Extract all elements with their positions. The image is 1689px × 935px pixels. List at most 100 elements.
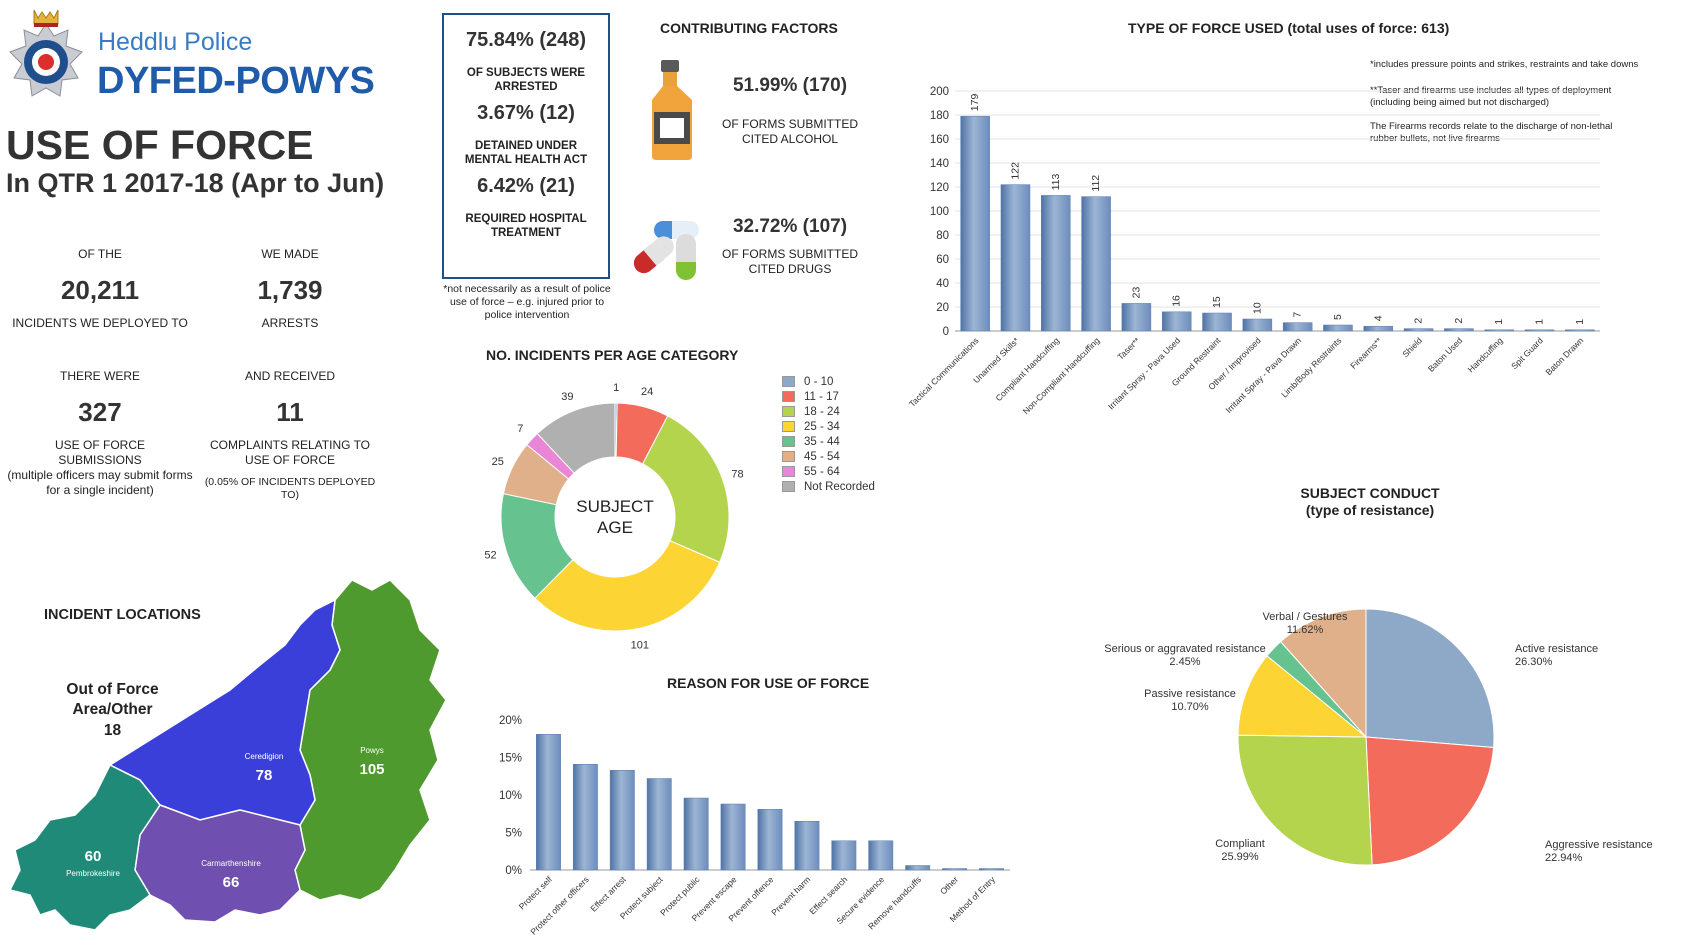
reason-y-tick: 10%	[499, 790, 522, 802]
force-data-label: 179	[969, 94, 981, 112]
force-bar	[1282, 322, 1313, 332]
reason-bar	[905, 865, 931, 871]
force-bar	[1323, 324, 1353, 332]
force-bar	[1363, 325, 1394, 332]
arrested-label: OF SUBJECTS WERE ARRESTED	[466, 67, 586, 93]
age-data-label: 24	[641, 386, 653, 398]
age-legend: 0 - 10 11 - 17 18 - 24 25 - 34 35 - 44 45 - 5…	[782, 374, 875, 494]
logo-line2: DYFED-POWYS	[97, 60, 375, 102]
reason-x-tick: Protect self	[517, 874, 555, 912]
stat-submissions: THERE WERE 327 USE OF FORCE SUBMISSIONS …	[0, 369, 200, 498]
force-chart-title: TYPE OF FORCE USED (total uses of force:…	[1128, 20, 1450, 36]
force-x-tick: Irritant Spray - Pava Drawn	[1224, 335, 1304, 415]
stat-arrests: WE MADE 1,739 ARRESTS	[190, 247, 390, 330]
age-center-label: SUBJECT	[576, 497, 653, 516]
region-value: 78	[256, 767, 273, 784]
age-data-label: 52	[484, 550, 496, 562]
legend-label: 45 - 54	[804, 450, 840, 463]
legend-swatch	[782, 481, 795, 492]
mha-label: DETAINED UNDER MENTAL HEALTH ACT	[464, 140, 588, 166]
stat-pre: AND RECEIVED	[244, 369, 336, 383]
conduct-value: 2.45%	[1169, 656, 1200, 668]
force-x-tick: Shield	[1400, 335, 1424, 359]
reason-x-tick: Effect arrest	[588, 874, 628, 914]
conduct-label: Compliant	[1215, 838, 1265, 850]
force-data-label: 1	[1534, 319, 1546, 325]
arrested-pct: 75.84% (248)	[465, 29, 587, 51]
legend-swatch	[782, 406, 795, 417]
age-slice	[534, 540, 721, 632]
reason-bar	[536, 734, 561, 871]
force-bar-chart: 0 20 40 60 80 100 120 140 160 180 200 179 Tactical C…	[907, 86, 1600, 416]
force-y-tick: 160	[930, 134, 949, 146]
stat-incidents: OF THE 20,211 INCIDENTS WE DEPLOYED TO	[0, 247, 200, 330]
page-subtitle: In QTR 1 2017-18 (Apr to Jun)	[6, 168, 385, 198]
conduct-slice	[1279, 608, 1367, 739]
legend-swatch	[782, 376, 795, 387]
force-bar	[1081, 196, 1111, 332]
conduct-slice	[1237, 734, 1373, 866]
force-y-tick: 180	[930, 110, 949, 122]
reason-bar	[609, 770, 635, 871]
out-of-force-value: 18	[103, 722, 122, 739]
force-bar	[960, 115, 990, 332]
force-y-tick: 40	[936, 278, 949, 290]
reason-bar	[868, 840, 894, 871]
force-data-label: 113	[1050, 174, 1062, 191]
reason-bar	[683, 797, 709, 871]
stat-pre: OF THE	[78, 247, 122, 261]
legend-swatch	[782, 436, 795, 447]
age-data-label: 39	[561, 391, 573, 403]
force-x-tick: Handcuffing	[1466, 335, 1505, 374]
legend-label: 0 - 10	[804, 375, 834, 388]
force-bar	[1524, 329, 1555, 332]
age-data-label: 25	[492, 456, 504, 468]
force-data-label: 5	[1332, 314, 1344, 320]
force-y-tick: 120	[930, 182, 949, 194]
force-bar	[1000, 184, 1031, 332]
age-donut-chart: 1 24 78 101 52 25 7 39 SUBJECT AGE	[484, 382, 743, 650]
region-map: Ceredigion 78 Powys 105 Pembrokeshire 60…	[8, 579, 447, 931]
conduct-chart-title-2: (type of resistance)	[1305, 502, 1435, 518]
bottle-icon	[652, 60, 692, 160]
alcohol-label: OF FORMS SUBMITTED CITED ALCOHOL	[722, 117, 858, 146]
force-y-tick: 100	[930, 206, 949, 218]
legend-label: 11 - 17	[804, 390, 839, 403]
legend-label: Not Recorded	[804, 480, 875, 493]
region-label: Powys	[360, 746, 384, 755]
force-data-label: 122	[1009, 162, 1021, 180]
force-bar	[1202, 312, 1232, 332]
force-bar	[1565, 329, 1595, 332]
reason-y-tick: 15%	[499, 753, 522, 765]
stat-value: 1,739	[257, 275, 323, 305]
force-data-label: 10	[1251, 302, 1263, 314]
force-data-label: 7	[1292, 312, 1304, 318]
conduct-label: Aggressive resistance	[1545, 839, 1653, 851]
stat-post: USE OF FORCE SUBMISSIONS	[54, 438, 145, 467]
force-bar	[1121, 303, 1152, 332]
force-bar	[1161, 311, 1192, 332]
force-data-label: 15	[1211, 296, 1223, 308]
reason-bar	[831, 840, 857, 871]
force-x-tick: Spit Guard	[1509, 335, 1545, 371]
legend-swatch	[782, 451, 795, 462]
stat-value: 327	[78, 397, 122, 427]
force-x-tick: Baton Drawn	[1543, 335, 1585, 377]
legend-label: 25 - 34	[804, 420, 840, 433]
reason-y-tick: 0%	[505, 865, 522, 877]
conduct-value: 26.30%	[1515, 656, 1553, 668]
age-legend-item: Not Recorded	[782, 479, 875, 494]
reason-bar	[979, 868, 1004, 871]
police-crest-icon	[9, 9, 83, 97]
conduct-label: Active resistance	[1515, 643, 1598, 655]
force-x-tick: Firearms**	[1348, 335, 1384, 371]
reason-y-tick: 5%	[505, 828, 522, 840]
hospital-label: REQUIRED HOSPITAL TREATMENT	[465, 213, 587, 239]
locations-title: INCIDENT LOCATIONS	[44, 607, 201, 623]
force-data-label: 16	[1171, 295, 1183, 307]
reason-y-tick: 20%	[499, 715, 522, 727]
outcomes-box: 75.84% (248) OF SUBJECTS WERE ARRESTED 3…	[442, 13, 610, 279]
region-value: 66	[223, 874, 240, 891]
region-value: 60	[85, 848, 102, 865]
